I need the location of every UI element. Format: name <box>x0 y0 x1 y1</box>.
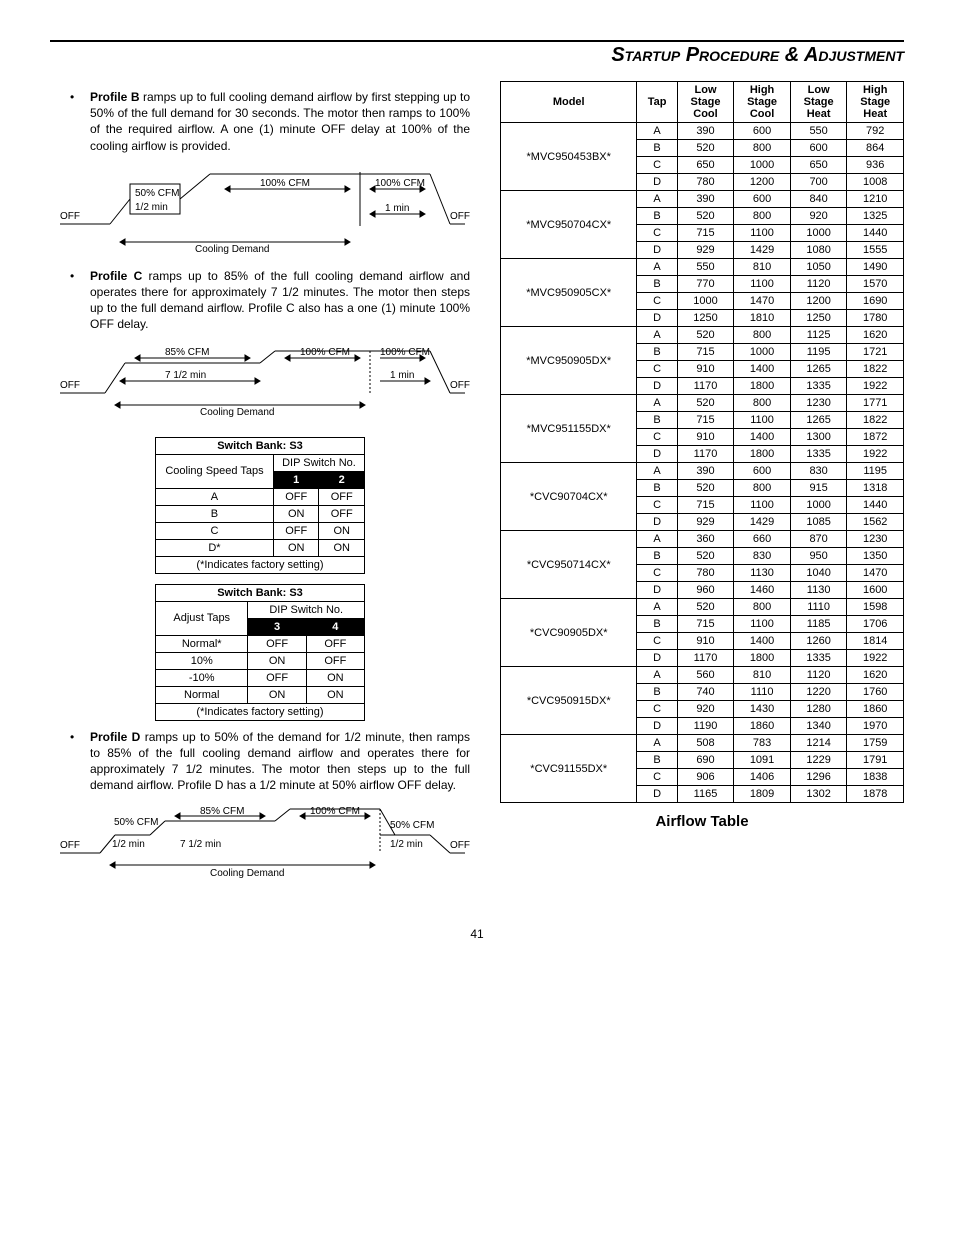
svg-text:100% CFM: 100% CFM <box>375 178 425 189</box>
airflow-caption: Airflow Table <box>500 813 904 830</box>
diagram-profile-b: 50% CFM 1/2 min 100% CFM 100% CFM 1 min … <box>50 164 470 254</box>
svg-text:OFF: OFF <box>450 211 470 222</box>
svg-text:100% CFM: 100% CFM <box>380 347 430 358</box>
table-row: *MVC950905CX*A55081010501490 <box>501 259 904 276</box>
header-rule <box>50 40 904 42</box>
svg-text:85% CFM: 85% CFM <box>165 347 209 358</box>
profile-b-body: ramps up to full cooling demand airflow … <box>90 90 470 153</box>
svg-text:OFF: OFF <box>60 840 80 851</box>
svg-text:OFF: OFF <box>60 211 80 222</box>
profile-c-body: ramps up to 85% of the full cooling dema… <box>90 269 470 332</box>
svg-text:OFF: OFF <box>450 840 470 851</box>
profile-c-text: • Profile C ramps up to 85% of the full … <box>70 268 470 333</box>
diagram-profile-c: 85% CFM 100% CFM 100% CFM 7 1/2 min 1 mi… <box>50 343 470 423</box>
svg-text:1/2 min: 1/2 min <box>390 839 423 850</box>
svg-text:1 min: 1 min <box>385 203 409 214</box>
svg-text:50% CFM: 50% CFM <box>135 188 179 199</box>
switch-table-adjust-taps: Switch Bank: S3 Adjust Taps DIP Switch N… <box>155 584 365 721</box>
svg-text:1/2 min: 1/2 min <box>112 839 145 850</box>
svg-text:Cooling Demand: Cooling Demand <box>195 244 270 254</box>
table-row: AOFFOFF <box>156 488 365 505</box>
svg-text:100% CFM: 100% CFM <box>260 178 310 189</box>
table-row: NormalONON <box>156 686 365 703</box>
table-row: BONOFF <box>156 505 365 522</box>
airflow-table: Model Tap LowStageCool HighStageCool Low… <box>500 81 904 803</box>
svg-text:85% CFM: 85% CFM <box>200 806 244 817</box>
profile-d-label: Profile D <box>90 730 140 744</box>
svg-text:1 min: 1 min <box>390 370 414 381</box>
profile-c-label: Profile C <box>90 269 142 283</box>
table-row: *CVC950714CX*A3606608701230 <box>501 531 904 548</box>
table-row: COFFON <box>156 522 365 539</box>
table-row: *CVC950915DX*A56081011201620 <box>501 667 904 684</box>
diagram-profile-d: 50% CFM 1/2 min 85% CFM 7 1/2 min 100% C… <box>50 803 470 883</box>
profile-d-body: ramps up to 50% of the demand for 1/2 mi… <box>90 730 470 793</box>
svg-text:50% CFM: 50% CFM <box>390 820 434 831</box>
table-row: D*ONON <box>156 539 365 556</box>
svg-text:Cooling Demand: Cooling Demand <box>210 868 285 879</box>
svg-text:50% CFM: 50% CFM <box>114 817 158 828</box>
table-row: *MVC951155DX*A52080012301771 <box>501 395 904 412</box>
left-column: • Profile B ramps up to full cooling dem… <box>50 81 470 897</box>
table-row: *MVC950704CX*A3906008401210 <box>501 191 904 208</box>
right-column: Model Tap LowStageCool HighStageCool Low… <box>500 81 904 897</box>
switch-table-cooling-speed: Switch Bank: S3 Cooling Speed Taps DIP S… <box>155 437 365 574</box>
svg-text:OFF: OFF <box>450 380 470 391</box>
svg-text:7 1/2 min: 7 1/2 min <box>165 370 206 381</box>
table-row: *CVC91155DX*A50878312141759 <box>501 735 904 752</box>
svg-text:7 1/2 min: 7 1/2 min <box>180 839 221 850</box>
table-row: Normal*OFFOFF <box>156 635 365 652</box>
profile-b-text: • Profile B ramps up to full cooling dem… <box>70 89 470 154</box>
page-number: 41 <box>50 927 904 941</box>
page-title: Startup Procedure & Adjustment <box>50 44 904 67</box>
svg-text:100% CFM: 100% CFM <box>310 806 360 817</box>
svg-text:OFF: OFF <box>60 380 80 391</box>
table-row: *CVC90905DX*A52080011101598 <box>501 599 904 616</box>
svg-text:Cooling Demand: Cooling Demand <box>200 407 275 418</box>
table-row: *MVC950905DX*A52080011251620 <box>501 327 904 344</box>
profile-d-text: • Profile D ramps up to 50% of the deman… <box>70 729 470 794</box>
table-row: *CVC90704CX*A3906008301195 <box>501 463 904 480</box>
svg-text:100% CFM: 100% CFM <box>300 347 350 358</box>
table-row: 10%ONOFF <box>156 652 365 669</box>
profile-b-label: Profile B <box>90 90 139 104</box>
table-row: -10%OFFON <box>156 669 365 686</box>
svg-text:1/2 min: 1/2 min <box>135 202 168 213</box>
table-row: *MVC950453BX*A390600550792 <box>501 123 904 140</box>
